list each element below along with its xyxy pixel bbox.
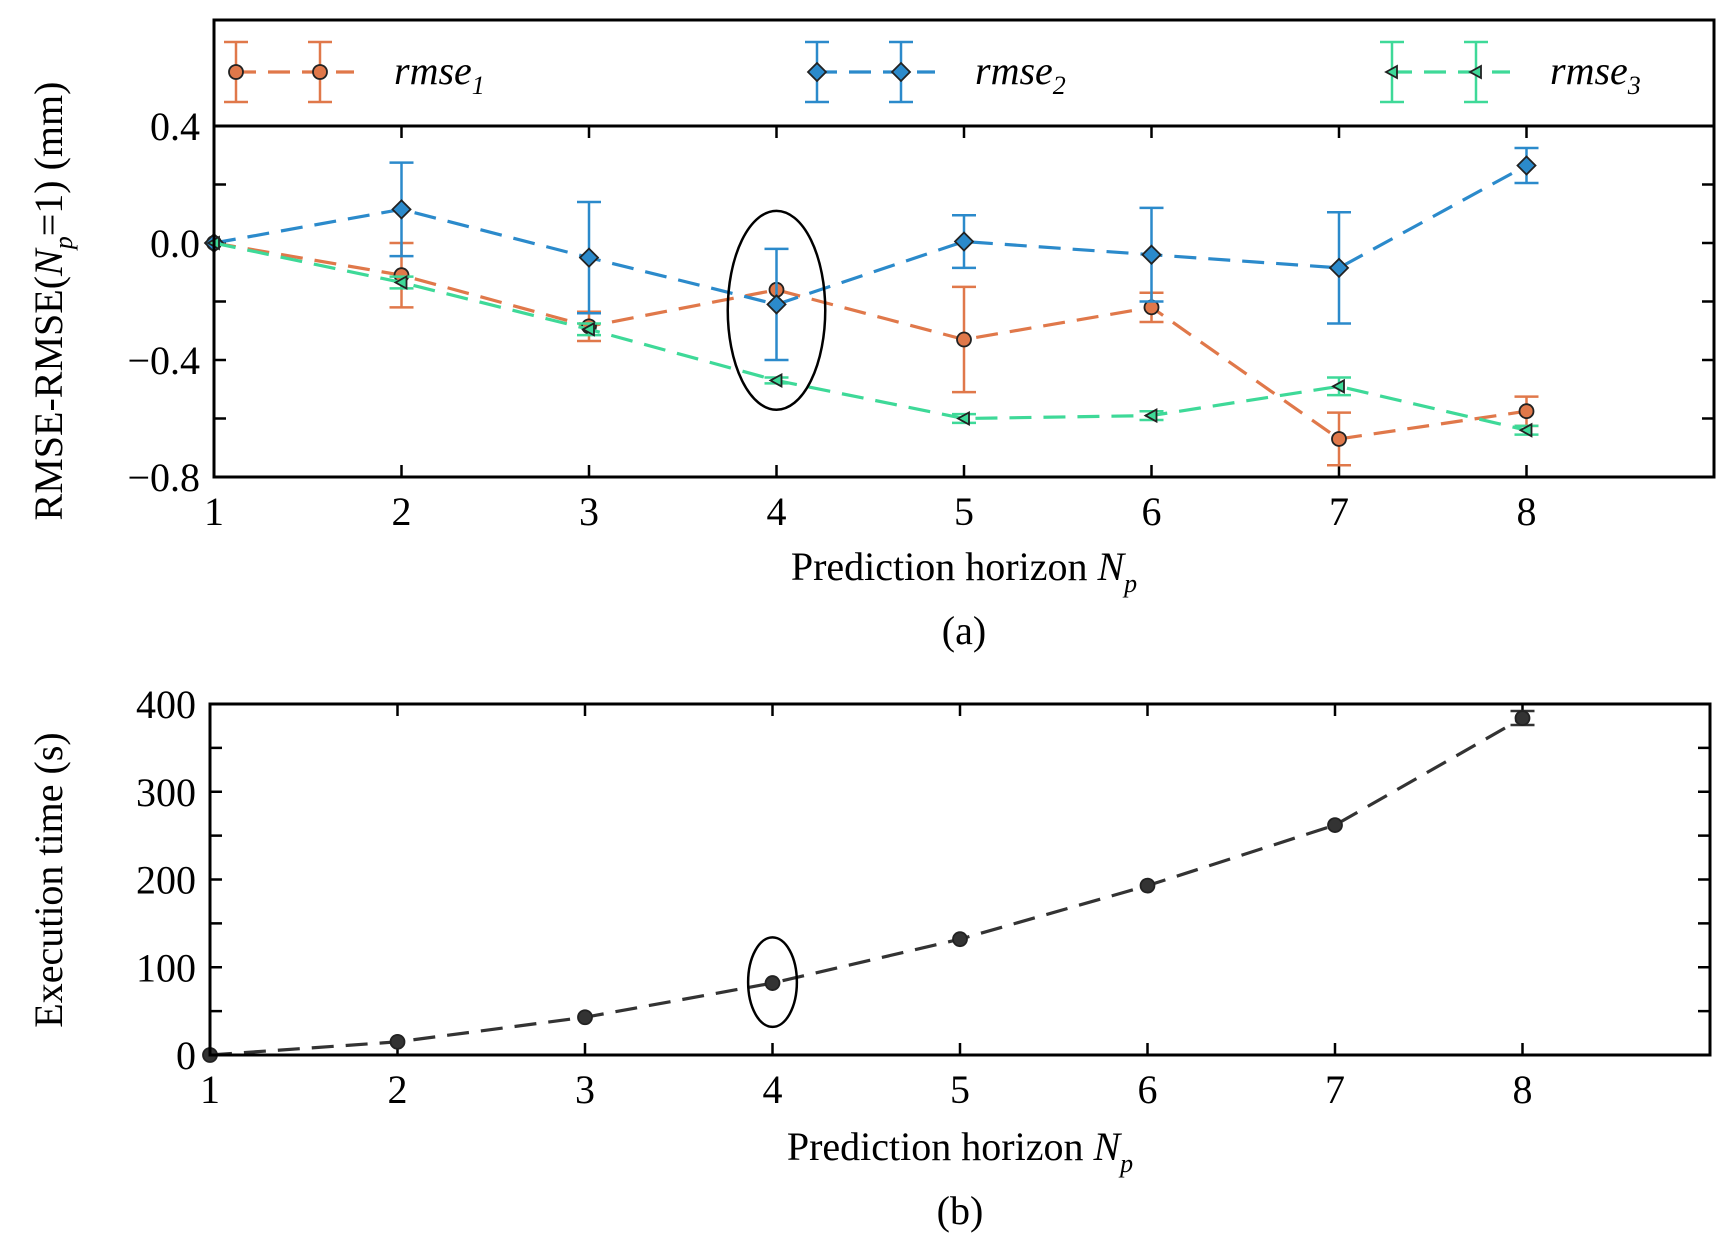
x-tick-label: 2 — [388, 1067, 408, 1112]
legend-marker — [228, 64, 244, 80]
y-axis-label: RMSE-RMSE(Np=1) (mm) — [26, 82, 78, 521]
legend: rmse1 rmse2 rmse3 — [224, 40, 1641, 104]
legend-marker — [890, 61, 912, 83]
series-line — [213, 164, 1528, 307]
data-point — [1518, 422, 1533, 438]
ticks-a: 1 2 3 4 5 6 7 8 −0.8 −0.4 0.0 0.4 — [127, 104, 1714, 534]
data-point — [764, 975, 781, 991]
x-tick-label: 8 — [1517, 489, 1537, 534]
x-tick-label: 3 — [579, 489, 599, 534]
data-point — [952, 931, 968, 948]
legend-marker — [1468, 64, 1482, 80]
y-tick-label: 200 — [136, 858, 196, 903]
data-point — [581, 321, 595, 337]
highlight-ellipse — [726, 209, 827, 411]
data-point — [1518, 403, 1535, 420]
series-line — [209, 716, 1524, 1057]
x-tick-label: 7 — [1329, 489, 1349, 534]
data-point — [766, 294, 787, 315]
x-tick-label: 1 — [204, 489, 224, 534]
series-line — [213, 241, 1527, 432]
plot-frame-b — [208, 702, 1712, 1057]
data-point — [1331, 378, 1345, 394]
panel-a: rmse1 rmse2 rmse3 1 2 3 4 5 6 7 8 −0.8 −0.4 0.0 0.4 R… — [26, 18, 1716, 653]
x-tick-label: 2 — [392, 489, 412, 534]
series-line — [213, 241, 1527, 441]
data-point — [768, 372, 783, 388]
data-point — [391, 199, 412, 220]
x-tick-label: 5 — [954, 489, 974, 534]
data-point — [1327, 817, 1343, 833]
panel-caption: (b) — [937, 1188, 984, 1233]
y-tick-label: 300 — [136, 770, 196, 815]
data-point — [1514, 710, 1531, 726]
x-tick-label: 1 — [200, 1067, 220, 1112]
data-point — [1141, 244, 1162, 265]
panel-caption: (a) — [942, 608, 986, 653]
x-tick-label: 7 — [1325, 1067, 1345, 1112]
x-tick-label: 5 — [950, 1067, 970, 1112]
data-point — [1516, 155, 1537, 176]
y-tick-label: 0.4 — [150, 104, 200, 149]
x-tick-label: 4 — [763, 1067, 783, 1112]
data-point — [1328, 257, 1350, 279]
x-tick-label: 6 — [1138, 1067, 1158, 1112]
plot-frame-a — [212, 124, 1716, 479]
y-tick-label: 100 — [136, 945, 196, 990]
data-point — [1139, 877, 1156, 894]
legend-marker — [312, 64, 328, 80]
highlight-ellipse — [746, 936, 799, 1029]
y-tick-label: 400 — [136, 682, 196, 727]
data-point — [956, 331, 972, 348]
legend-label: rmse1 — [394, 48, 485, 100]
legend-label: rmse3 — [1550, 48, 1641, 100]
data-point — [578, 247, 600, 268]
data-point — [389, 1033, 406, 1050]
legend-marker — [1384, 64, 1398, 80]
data-point — [1331, 431, 1347, 447]
data-point — [393, 274, 408, 291]
y-tick-label: 0.0 — [150, 221, 200, 266]
x-tick-label: 6 — [1142, 489, 1162, 534]
series-a — [203, 146, 1539, 467]
data-point — [1143, 408, 1158, 424]
x-tick-label: 8 — [1513, 1067, 1533, 1112]
x-tick-label: 3 — [575, 1067, 595, 1112]
y-tick-label: −0.4 — [127, 338, 200, 383]
x-tick-label: 4 — [767, 489, 787, 534]
y-tick-label: 0 — [176, 1033, 196, 1078]
data-point — [953, 231, 975, 252]
x-axis-label: Prediction horizon Np — [787, 1124, 1133, 1178]
x-axis-label: Prediction horizon Np — [791, 544, 1137, 598]
data-point — [956, 410, 970, 427]
data-point — [577, 1009, 593, 1026]
y-tick-label: −0.8 — [127, 455, 200, 500]
series-b — [202, 709, 1535, 1063]
legend-marker — [806, 61, 828, 83]
legend-label: rmse2 — [975, 48, 1066, 100]
panel-b: 1 2 3 4 5 6 7 8 0 100 200 300 400 Execution time (s)… — [26, 682, 1712, 1233]
y-axis-label: Execution time (s) — [26, 732, 71, 1027]
